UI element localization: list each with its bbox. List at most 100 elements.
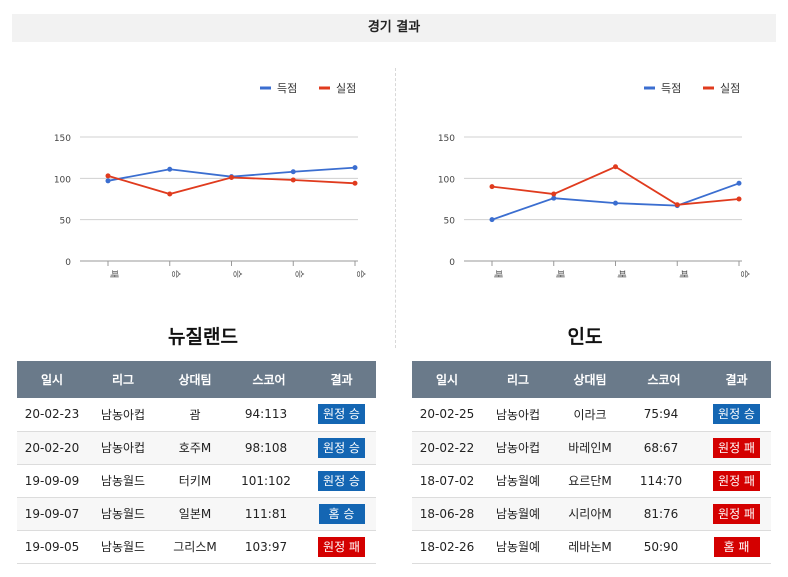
result-cell: 원정 승 <box>702 398 771 432</box>
x-tick-label: 패 <box>677 270 688 278</box>
x-tick-label: 패 <box>616 270 627 278</box>
data-point <box>551 195 557 201</box>
data-point <box>105 178 111 184</box>
league-cell: 남농월드 <box>87 464 159 498</box>
team-name-2: 인도 <box>567 326 603 348</box>
date-cell: 19-09-09 <box>17 464 87 498</box>
score-cell: 111:81 <box>231 497 307 531</box>
score-cell: 101:102 <box>231 464 307 498</box>
opponent-cell: 레바논M <box>554 530 626 564</box>
result-cell: 원정 승 <box>307 398 376 432</box>
x-tick-label: 승 <box>739 270 750 278</box>
data-point <box>290 177 296 183</box>
x-tick-label: 승 <box>355 270 366 278</box>
table-row: 19-09-09 남농월드 터키M 101:102 원정 승 <box>17 464 376 498</box>
data-point <box>551 191 557 197</box>
header-date: 일시 <box>17 361 87 398</box>
league-cell: 남농월예 <box>482 530 554 564</box>
x-tick-label: 승 <box>232 270 243 278</box>
table-row: 20-02-23 남농아컵 괌 94:113 원정 승 <box>17 398 376 432</box>
date-cell: 19-09-05 <box>17 530 87 564</box>
x-tick-label: 패 <box>492 270 503 278</box>
header-result: 결과 <box>702 361 771 398</box>
score-cell: 81:76 <box>626 497 702 531</box>
y-tick-label: 100 <box>54 175 71 185</box>
opponent-cell: 터키M <box>159 464 231 498</box>
league-cell: 남농월드 <box>87 497 159 531</box>
table-row: 19-09-05 남농월드 그리스M 103:97 원정 패 <box>17 530 376 564</box>
data-point <box>613 200 618 206</box>
header-score: 스코어 <box>231 361 307 398</box>
table-header-row: 일시 리그 상대팀 스코어 결과 <box>412 361 771 398</box>
date-cell: 20-02-25 <box>412 398 482 432</box>
table-row: 19-09-07 남농월드 일본M 111:81 홈 승 <box>17 497 376 531</box>
y-tick-label: 150 <box>438 134 455 144</box>
results-table-team-2: 일시 리그 상대팀 스코어 결과 20-02-25 남농아컵 이라크 75:94 원정 … <box>412 361 771 564</box>
result-cell: 원정 승 <box>307 431 376 465</box>
header-result: 결과 <box>307 361 376 398</box>
score-cell: 98:108 <box>231 431 307 465</box>
table-row: 20-02-25 남농아컵 이라크 75:94 원정 승 <box>412 398 771 432</box>
league-cell: 남농아컵 <box>482 431 554 465</box>
score-cell: 68:67 <box>626 431 702 465</box>
data-point <box>229 175 234 181</box>
y-tick-label: 150 <box>54 134 71 144</box>
result-badge: 원정 승 <box>318 437 365 458</box>
date-cell: 20-02-22 <box>412 431 482 465</box>
result-badge: 원정 패 <box>713 470 760 491</box>
x-tick-label: 승 <box>170 270 181 278</box>
table-row: 20-02-22 남농아컵 바레인M 68:67 원정 패 <box>412 431 771 465</box>
result-badge: 원정 패 <box>318 536 365 557</box>
opponent-cell: 그리스M <box>159 530 231 564</box>
data-point <box>167 166 173 172</box>
header-opponent: 상대팀 <box>554 361 626 398</box>
data-point <box>352 165 358 171</box>
x-tick-label: 패 <box>554 270 565 278</box>
y-tick-label: 0 <box>449 258 455 268</box>
table-row: 18-06-28 남농월예 시리아M 81:76 원정 패 <box>412 497 771 531</box>
team-name-1: 뉴질랜드 <box>168 326 238 348</box>
header-opponent: 상대팀 <box>159 361 231 398</box>
legend-label: 득점 <box>661 82 681 95</box>
opponent-cell: 괌 <box>159 398 231 432</box>
opponent-cell: 바레인M <box>554 431 626 465</box>
section-title: 경기 결과 <box>12 14 776 42</box>
data-point <box>352 180 358 186</box>
header-score: 스코어 <box>626 361 702 398</box>
result-badge: 홈 패 <box>713 536 760 557</box>
y-tick-label: 50 <box>444 217 456 227</box>
y-tick-label: 0 <box>65 258 71 268</box>
y-tick-label: 50 <box>60 217 72 227</box>
score-cell: 94:113 <box>231 398 307 432</box>
header-league: 리그 <box>482 361 554 398</box>
result-cell: 홈 승 <box>307 497 376 531</box>
league-cell: 남농월예 <box>482 497 554 531</box>
result-badge: 원정 승 <box>318 404 365 425</box>
score-cell: 103:97 <box>231 530 307 564</box>
result-badge: 원정 패 <box>713 437 760 458</box>
score-cell: 50:90 <box>626 530 702 564</box>
table-header-row: 일시 리그 상대팀 스코어 결과 <box>17 361 376 398</box>
league-cell: 남농아컵 <box>87 431 159 465</box>
score-cell: 75:94 <box>626 398 702 432</box>
opponent-cell: 요르단M <box>554 464 626 498</box>
date-cell: 18-06-28 <box>412 497 482 531</box>
date-cell: 18-02-26 <box>412 530 482 564</box>
legend-label: 실점 <box>336 82 356 95</box>
date-cell: 20-02-20 <box>17 431 87 465</box>
result-cell: 원정 패 <box>702 497 771 531</box>
chart-team-1: 0 50 100 150 패 승 승 승 승 득점 실점 <box>12 72 384 292</box>
date-cell: 20-02-23 <box>17 398 87 432</box>
header-league: 리그 <box>87 361 159 398</box>
column-divider <box>395 68 396 348</box>
result-cell: 홈 패 <box>702 530 771 564</box>
legend-label: 실점 <box>720 82 740 95</box>
y-tick-label: 100 <box>438 175 455 185</box>
data-point <box>290 169 296 175</box>
league-cell: 남농아컵 <box>482 398 554 432</box>
result-badge: 원정 패 <box>713 503 760 524</box>
results-table-team-1: 일시 리그 상대팀 스코어 결과 20-02-23 남농아컵 괌 94:113 원정 승… <box>17 361 376 564</box>
opponent-cell: 시리아M <box>554 497 626 531</box>
x-tick-label: 패 <box>108 270 119 278</box>
league-cell: 남농월드 <box>87 530 159 564</box>
